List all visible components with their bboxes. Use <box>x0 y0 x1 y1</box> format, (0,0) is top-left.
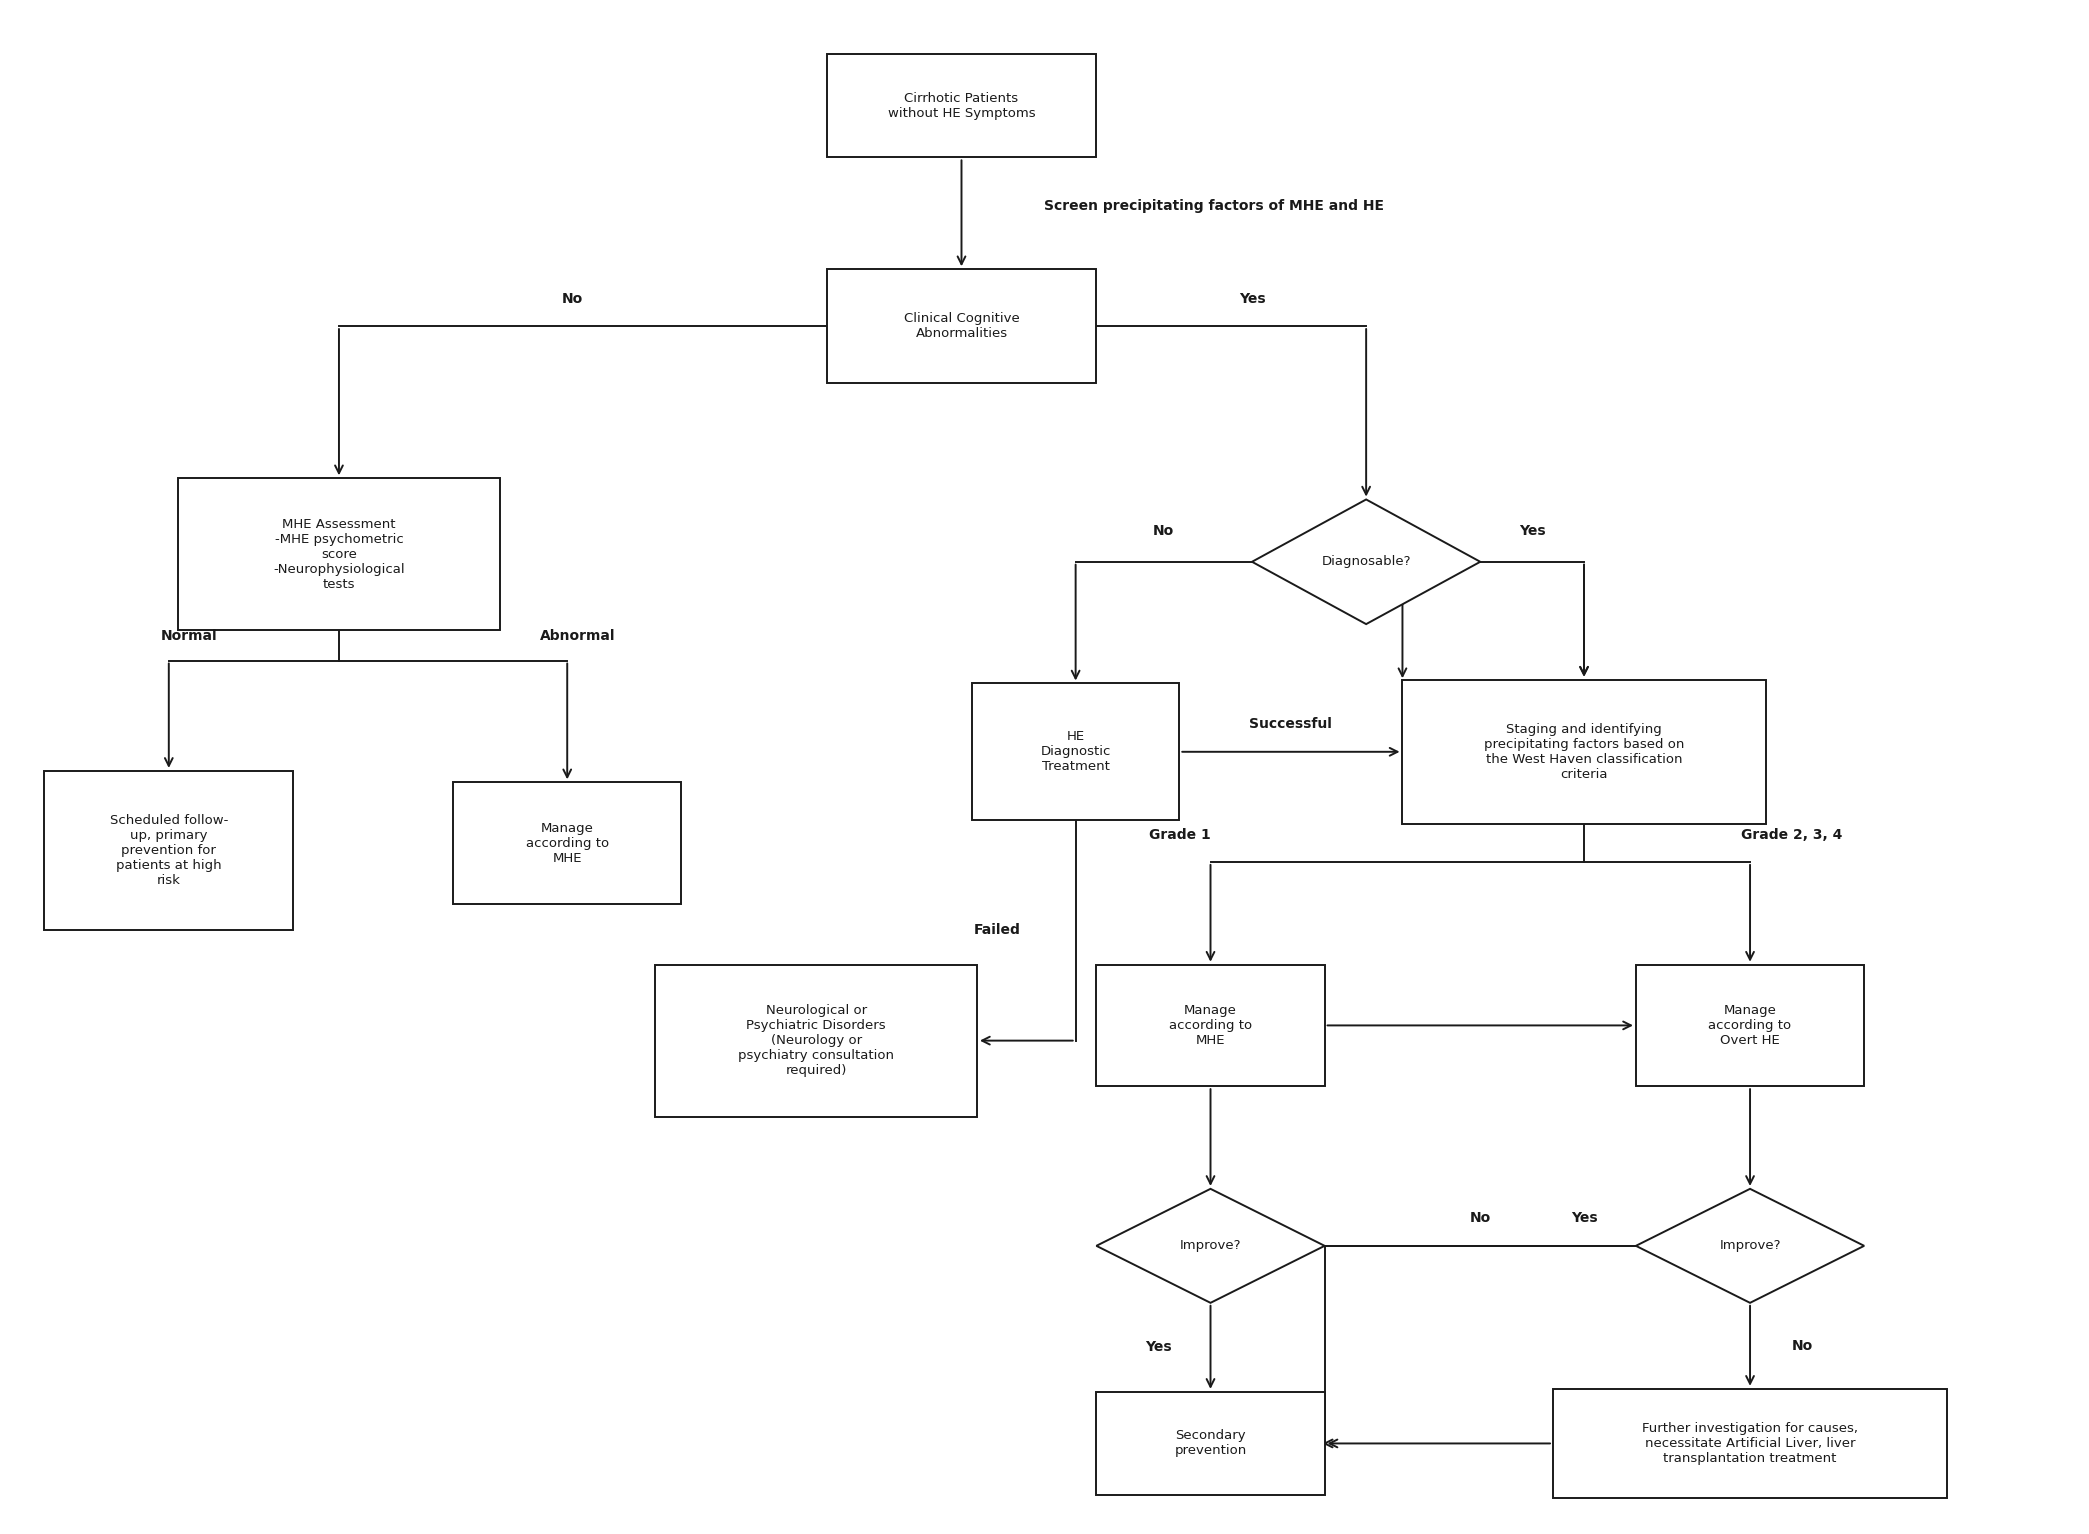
Text: Yes: Yes <box>1519 525 1546 538</box>
Text: Manage
according to
MHE: Manage according to MHE <box>1170 1003 1251 1046</box>
Text: Grade 1: Grade 1 <box>1149 828 1210 842</box>
Text: Staging and identifying
precipitating factors based on
the West Haven classifica: Staging and identifying precipitating fa… <box>1483 723 1684 781</box>
Polygon shape <box>1636 1189 1863 1302</box>
Text: Improve?: Improve? <box>1180 1239 1241 1252</box>
FancyBboxPatch shape <box>1636 965 1863 1086</box>
Text: Failed: Failed <box>973 923 1019 937</box>
FancyBboxPatch shape <box>1552 1388 1947 1499</box>
Text: Diagnosable?: Diagnosable? <box>1322 555 1410 568</box>
Text: Cirrhotic Patients
without HE Symptoms: Cirrhotic Patients without HE Symptoms <box>888 92 1036 120</box>
Text: Yes: Yes <box>1145 1341 1172 1355</box>
Text: Screen precipitating factors of MHE and HE: Screen precipitating factors of MHE and … <box>1044 199 1385 213</box>
Text: No: No <box>1153 525 1174 538</box>
FancyBboxPatch shape <box>1402 680 1765 824</box>
Text: Grade 2, 3, 4: Grade 2, 3, 4 <box>1740 828 1842 842</box>
Text: Abnormal: Abnormal <box>539 629 616 643</box>
Text: Manage
according to
MHE: Manage according to MHE <box>526 822 608 865</box>
Text: Yes: Yes <box>1239 291 1266 305</box>
Text: Scheduled follow-
up, primary
prevention for
patients at high
risk: Scheduled follow- up, primary prevention… <box>109 815 228 887</box>
FancyBboxPatch shape <box>1097 1391 1324 1496</box>
Text: Clinical Cognitive
Abnormalities: Clinical Cognitive Abnormalities <box>905 311 1019 341</box>
Text: No: No <box>1790 1339 1813 1353</box>
FancyBboxPatch shape <box>178 479 499 630</box>
FancyBboxPatch shape <box>971 683 1180 821</box>
Text: Yes: Yes <box>1571 1212 1598 1226</box>
Text: Improve?: Improve? <box>1719 1239 1780 1252</box>
Text: Successful: Successful <box>1249 718 1333 732</box>
Text: Secondary
prevention: Secondary prevention <box>1174 1430 1247 1457</box>
FancyBboxPatch shape <box>656 965 978 1117</box>
Text: MHE Assessment
-MHE psychometric
score
-Neurophysiological
tests: MHE Assessment -MHE psychometric score -… <box>274 517 405 591</box>
Text: No: No <box>1471 1212 1492 1226</box>
Text: Neurological or
Psychiatric Disorders
(Neurology or
psychiatry consultation
requ: Neurological or Psychiatric Disorders (N… <box>737 1005 894 1077</box>
FancyBboxPatch shape <box>827 268 1097 384</box>
FancyBboxPatch shape <box>44 770 292 931</box>
FancyBboxPatch shape <box>827 54 1097 158</box>
Polygon shape <box>1251 500 1481 624</box>
Text: HE
Diagnostic
Treatment: HE Diagnostic Treatment <box>1040 730 1111 773</box>
Text: Manage
according to
Overt HE: Manage according to Overt HE <box>1709 1003 1792 1046</box>
FancyBboxPatch shape <box>1097 965 1324 1086</box>
Text: Normal: Normal <box>161 629 217 643</box>
Polygon shape <box>1097 1189 1324 1302</box>
Text: Further investigation for causes,
necessitate Artificial Liver, liver
transplant: Further investigation for causes, necess… <box>1642 1422 1857 1465</box>
Text: No: No <box>562 291 583 305</box>
FancyBboxPatch shape <box>453 782 681 904</box>
